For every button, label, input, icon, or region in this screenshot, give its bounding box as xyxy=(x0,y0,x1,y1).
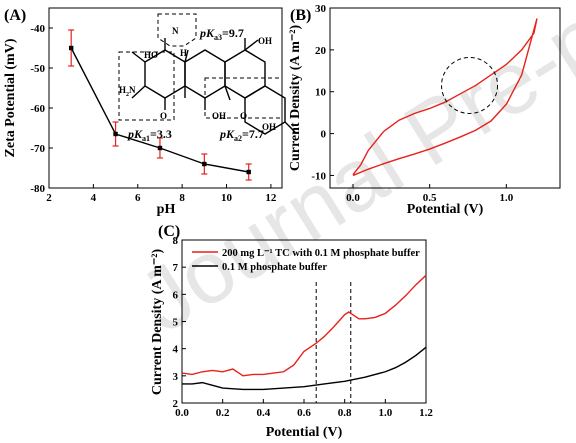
pka3-sub: a3 xyxy=(214,33,222,42)
pka3-k: pK xyxy=(199,26,215,40)
pka2-sub: a2 xyxy=(234,134,242,143)
mol-o2: O xyxy=(240,111,247,121)
y-tick-label: 4 xyxy=(173,344,179,356)
x-tick-label: 2 xyxy=(46,192,52,204)
pka3-val: =9.7 xyxy=(222,26,244,40)
mol-ho: HO xyxy=(144,50,158,60)
pka1-box xyxy=(118,51,175,121)
x-tick-label: 10 xyxy=(221,192,233,204)
x-tick-label: 4 xyxy=(91,192,97,204)
panel-a-frame xyxy=(48,7,283,189)
data-point xyxy=(246,169,251,175)
panel-c: (C) 0.0 0.2 0.4 0.6 0.8 1.0 1.2 2 3 4 5 6 7 8 Potenti… xyxy=(150,223,433,440)
mol-h2n: H2N xyxy=(119,85,136,98)
panel-c-plot xyxy=(181,274,427,403)
x-tick-label: 0.2 xyxy=(216,407,230,419)
panel-c-xlabel: Potential (V) xyxy=(266,425,343,440)
panel-c-ticks: 0.0 0.2 0.4 0.6 0.8 1.0 1.2 2 3 4 5 6 7 8 xyxy=(173,235,434,419)
y-tick-label: -60 xyxy=(30,103,45,115)
y-tick-label: -70 xyxy=(30,143,45,155)
panel-b-ticks: 0.0 0.5 1.0 -10 0 10 20 30 xyxy=(311,3,513,204)
x-tick-label: 0.0 xyxy=(346,192,360,204)
mol-h: H xyxy=(180,48,187,58)
y-tick-label: -10 xyxy=(311,170,326,182)
y-tick-label: 3 xyxy=(173,371,179,383)
y-tick-label: 30 xyxy=(315,3,327,15)
y-tick-label: 0 xyxy=(321,129,327,141)
mol-o1: O xyxy=(160,111,167,121)
pka2-val: =7.7 xyxy=(242,127,264,141)
data-point xyxy=(68,45,74,51)
y-tick-label: 8 xyxy=(173,235,179,247)
cv-curve xyxy=(352,18,538,177)
pka2-annotation: pKa2=7.7 xyxy=(219,127,264,143)
x-tick-label: 1.2 xyxy=(419,407,433,419)
panel-b-frame xyxy=(329,7,561,189)
panel-a: (A) 2 4 6 8 10 12 -80 -70 -60 -50 -40 pH Zeta Pote… xyxy=(3,7,296,217)
y-tick-label: -80 xyxy=(30,183,45,195)
x-tick-label: 0.5 xyxy=(423,192,437,204)
panel-b-label: (B) xyxy=(290,7,311,24)
y-tick-label: 10 xyxy=(315,87,327,99)
x-tick-label: 1.0 xyxy=(499,192,513,204)
mol-oh1: OH xyxy=(212,111,226,121)
data-point xyxy=(113,131,118,137)
tc-curve xyxy=(181,274,427,377)
pka2-box xyxy=(204,77,283,119)
pka2-k: pK xyxy=(219,127,235,141)
x-tick-label: 12 xyxy=(265,192,277,204)
mol-h2n-sub: 2 xyxy=(126,92,129,98)
pka1-k: pK xyxy=(127,127,143,141)
y-tick-label: 6 xyxy=(173,289,179,301)
x-tick-label: 0.0 xyxy=(175,407,189,419)
panel-c-legend: 200 mg L⁻¹ TC with 0.1 M phosphate buffe… xyxy=(192,248,420,273)
x-tick-label: 0.8 xyxy=(338,407,352,419)
mol-oh3: OH xyxy=(262,122,276,132)
panel-a-ticks: 2 4 6 8 10 12 -80 -70 -60 -50 -40 xyxy=(30,23,277,204)
panel-a-plot xyxy=(68,29,252,181)
panel-b-ylabel: Current Density (A m⁻²) xyxy=(288,25,303,172)
mol-oh2: OH xyxy=(258,36,272,46)
data-point xyxy=(157,145,163,151)
panel-c-label: (C) xyxy=(158,223,180,240)
y-tick-label: 7 xyxy=(173,262,179,274)
x-tick-label: 0.4 xyxy=(256,407,270,419)
tetracycline-structure xyxy=(131,38,296,135)
pka1-sub: a1 xyxy=(142,134,150,143)
x-tick-label: 0.6 xyxy=(297,407,311,419)
y-tick-label: -50 xyxy=(30,63,45,75)
panel-a-label: (A) xyxy=(4,7,26,24)
dimethylamino-box xyxy=(157,13,197,47)
mol-n: N xyxy=(172,26,179,36)
legend-label-buffer: 0.1 M phosphate buffer xyxy=(222,262,327,273)
panel-b-xlabel: Potential (V) xyxy=(407,202,484,217)
pka3-annotation: pKa3=9.7 xyxy=(199,26,244,42)
pka1-annotation: pKa1=3.3 xyxy=(127,127,172,143)
panel-b: (B) 0.0 0.5 1.0 -10 0 10 20 30 Potential (V) Cu… xyxy=(288,3,561,217)
mol-h2n-n: N xyxy=(129,85,136,95)
y-tick-label: -40 xyxy=(30,23,45,35)
panel-b-plot xyxy=(352,18,538,177)
x-tick-label: 8 xyxy=(179,192,185,204)
panel-c-ylabel: Current Density (A m⁻²) xyxy=(150,249,165,396)
x-tick-label: 6 xyxy=(135,192,141,204)
watermark: Journal Pre-proofs xyxy=(122,0,576,351)
pka1-val: =3.3 xyxy=(150,127,172,141)
legend-label-tc: 200 mg L⁻¹ TC with 0.1 M phosphate buffe… xyxy=(222,248,420,259)
y-tick-label: 5 xyxy=(173,317,179,329)
data-point xyxy=(202,161,207,167)
x-tick-label: 1.0 xyxy=(378,407,392,419)
y-tick-label: 20 xyxy=(315,45,327,57)
panel-a-ylabel: Zeta Potential (mV) xyxy=(3,38,18,157)
buffer-curve xyxy=(182,346,427,391)
panel-a-xlabel: pH xyxy=(157,202,176,217)
highlight-circle xyxy=(441,56,499,114)
mol-h2n-h: H xyxy=(119,85,126,95)
y-tick-label: 2 xyxy=(173,398,179,410)
